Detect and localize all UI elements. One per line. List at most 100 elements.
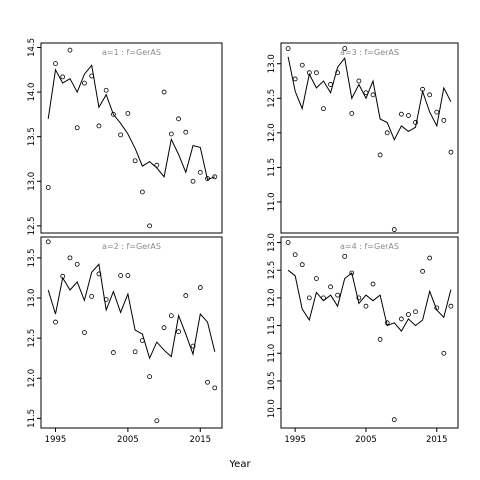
y-tick-label: 13.0 <box>27 172 37 191</box>
observed-point <box>328 284 333 290</box>
observed-point <box>306 295 312 301</box>
observed-point <box>292 76 298 82</box>
observed-point <box>448 149 454 155</box>
y-tick-label: 14.5 <box>27 38 37 57</box>
y-tick-label: 10.5 <box>267 371 277 390</box>
observed-point <box>434 109 440 115</box>
panel-title: a=2 : f=GerAS <box>102 242 161 251</box>
observed-point <box>313 70 319 76</box>
observed-point <box>132 349 138 355</box>
panel-title: a=1 : f=GerAS <box>102 48 161 57</box>
observed-point <box>427 92 433 98</box>
observed-point <box>147 223 153 229</box>
observed-point <box>53 319 58 325</box>
y-tick-label: 11.0 <box>267 344 277 363</box>
observed-point <box>448 303 454 309</box>
observed-point <box>398 111 404 117</box>
observed-point <box>53 61 58 66</box>
y-tick-label: 10.0 <box>267 399 277 418</box>
observed-point <box>183 293 189 298</box>
observed-point <box>321 106 326 112</box>
y-tick-label: 11.5 <box>27 409 37 428</box>
y-tick-label: 13.5 <box>27 248 37 267</box>
observed-point <box>45 185 51 190</box>
observed-point <box>420 268 426 274</box>
observed-point <box>363 303 369 309</box>
observed-point <box>82 330 87 335</box>
y-tick-label: 13.0 <box>267 54 277 73</box>
observed-point <box>118 132 124 138</box>
observed-point <box>384 320 390 326</box>
panel-a3: 11.0 11.5 12.0 12.5 13.0 a=3 : f=GerAS <box>267 42 459 234</box>
y-tick-label: 12.5 <box>27 329 37 348</box>
observed-point <box>125 111 131 116</box>
observed-point <box>45 239 51 245</box>
panel-a1: 12.5 13.0 13.5 14.0 14.5 a=1 : f=GerAS <box>27 38 223 235</box>
observed-point <box>212 174 218 180</box>
observed-point <box>176 116 181 122</box>
x-tick-label: 2015 <box>426 435 448 445</box>
observed-point <box>103 87 109 93</box>
fitted-series-line <box>287 56 452 141</box>
x-tick-label: 2005 <box>355 435 377 445</box>
observed-point <box>349 111 355 116</box>
observed-point <box>391 227 397 232</box>
observed-point <box>197 169 203 175</box>
x-tick-label: 1995 <box>45 435 67 445</box>
x-tick-label: 1995 <box>284 435 306 445</box>
observed-point <box>335 292 341 298</box>
observed-point <box>370 92 376 98</box>
observed-point <box>111 350 116 355</box>
observed-point <box>183 129 189 135</box>
observed-point <box>139 189 145 195</box>
observed-point <box>434 305 440 311</box>
observed-point <box>321 295 326 301</box>
observed-point <box>391 417 397 423</box>
observed-point <box>67 47 73 53</box>
observed-point <box>74 261 80 267</box>
observed-point <box>285 240 291 245</box>
observed-point <box>406 312 411 317</box>
observed-point <box>168 313 174 319</box>
y-tick-label: 13.0 <box>267 233 277 252</box>
observed-point <box>356 295 362 301</box>
observed-point <box>111 111 116 117</box>
observed-point <box>212 385 218 391</box>
observed-point <box>89 293 95 299</box>
observed-point <box>205 176 210 181</box>
observed-point <box>125 273 131 278</box>
x-tick-label: 2015 <box>189 435 211 445</box>
observed-point <box>132 158 138 164</box>
observed-point <box>89 73 95 79</box>
observed-point <box>197 285 203 290</box>
panel-a4: 10.0 10.5 11.0 11.5 12.0 12.5 13.0 1995 2005 2015… <box>267 233 459 445</box>
observed-point <box>161 89 167 95</box>
plot-frame <box>280 236 459 429</box>
y-tick-label: 14.0 <box>27 83 37 102</box>
observed-point <box>356 78 362 84</box>
observed-point <box>190 178 196 184</box>
y-tick-label: 13.0 <box>27 289 37 308</box>
observed-point <box>349 270 355 276</box>
y-tick-label: 12.5 <box>267 261 277 280</box>
observed-point <box>154 162 160 168</box>
panel-a2: 11.5 12.0 12.5 13.0 13.5 1995 2005 2015 a=2 : f=… <box>27 236 223 445</box>
x-axis-label: Year <box>228 459 251 470</box>
observed-point <box>60 74 66 80</box>
observed-point <box>413 309 418 315</box>
plot-frame <box>280 42 459 234</box>
observed-point <box>139 338 145 343</box>
y-tick-label: 12.0 <box>267 123 277 142</box>
y-tick-label: 11.5 <box>267 158 277 177</box>
observed-point <box>96 123 102 129</box>
plot-frame <box>40 236 223 429</box>
observed-point <box>82 80 87 86</box>
plot-frame <box>40 42 223 234</box>
observed-point <box>441 117 447 123</box>
observed-point <box>377 152 383 158</box>
panel-title: a=4 : f=GerAS <box>340 242 399 251</box>
y-tick-label: 13.5 <box>27 127 37 146</box>
y-tick-label: 12.5 <box>27 216 37 235</box>
observed-point <box>67 255 73 261</box>
